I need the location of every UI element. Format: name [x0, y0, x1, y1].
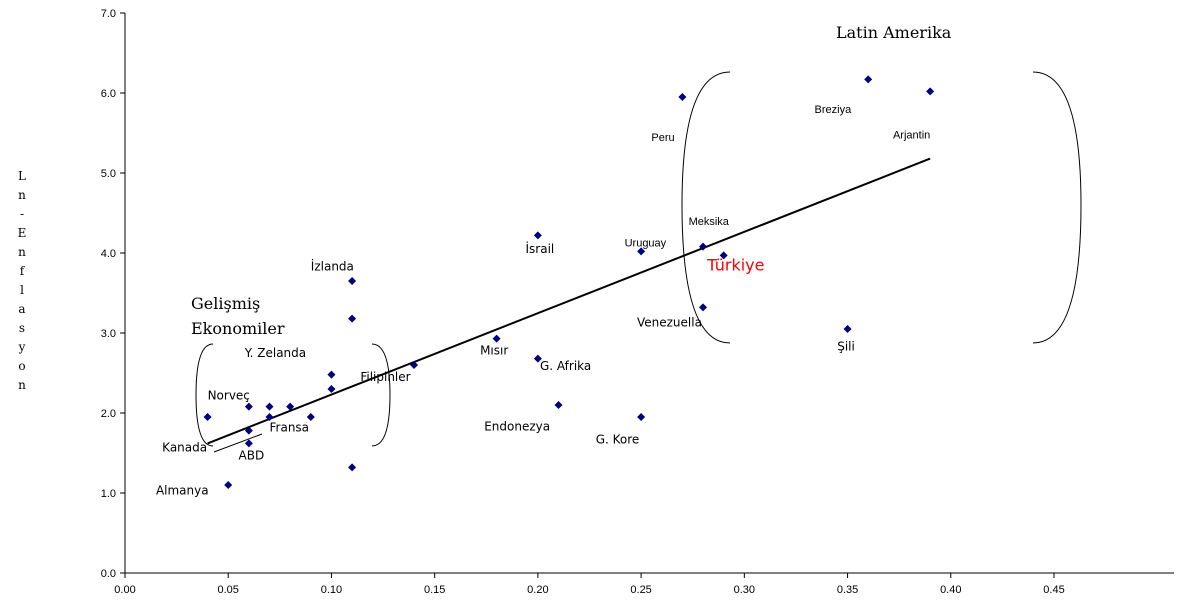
- data-point: [265, 402, 274, 411]
- point-label: Norveç: [208, 388, 250, 402]
- data-point: [719, 251, 728, 260]
- y-tick-label: 6.0: [101, 88, 116, 100]
- data-point: [224, 481, 233, 489]
- point-label: Y. Zelanda: [244, 346, 306, 360]
- developed-bracket-right: [371, 343, 391, 447]
- data-points: [203, 75, 935, 489]
- x-tick-label: 0.05: [218, 584, 239, 596]
- x-tick-label: 0.45: [1043, 584, 1064, 596]
- latin-bracket-right: [1032, 71, 1082, 344]
- data-point: [306, 413, 315, 421]
- x-tick-label: 0.00: [114, 584, 135, 596]
- group-label-developed: Gelişmiş Ekonomiler: [191, 294, 285, 338]
- developed-bracket-left: [195, 343, 214, 447]
- point-label: Peru: [651, 132, 674, 144]
- point-label: G. Afrika: [540, 359, 591, 373]
- latin-bracket-left: [681, 71, 731, 344]
- data-point: [554, 401, 563, 409]
- point-label: Breziya: [815, 104, 853, 116]
- trendline-layer: [207, 157, 931, 445]
- x-tick-label: 0.40: [940, 584, 961, 596]
- data-point: [410, 361, 419, 369]
- y-tick-label: 7.0: [101, 8, 116, 20]
- data-point: [244, 402, 253, 411]
- data-point: [699, 242, 708, 251]
- data-point: [265, 413, 274, 421]
- y-tick-label: 3.0: [101, 328, 116, 340]
- data-point: [699, 303, 708, 312]
- y-tick-label: 5.0: [101, 168, 116, 180]
- point-label: İzlanda: [311, 259, 354, 274]
- x-tick-label: 0.30: [734, 584, 755, 596]
- point-label: Kanada: [162, 440, 207, 454]
- y-tick-label: 1.0: [101, 488, 116, 500]
- x-tick-label: 0.35: [837, 584, 858, 596]
- x-tick-label: 0.10: [321, 584, 342, 596]
- point-labels: Norveç Kanada ABD Almanya Fransa Y. Zelanda İz…: [156, 104, 930, 498]
- data-point: [533, 231, 542, 240]
- point-label: Filipinler: [360, 370, 410, 384]
- data-point: [533, 354, 542, 363]
- data-point: [926, 87, 935, 96]
- data-point: [348, 314, 357, 323]
- data-point: [327, 370, 336, 379]
- point-label: Almanya: [156, 484, 209, 498]
- point-label: Mısır: [480, 344, 508, 358]
- trendline: [207, 157, 931, 445]
- data-point: [244, 439, 253, 448]
- data-point: [678, 93, 687, 101]
- point-label: Venezuella: [637, 316, 702, 330]
- data-point: [637, 247, 646, 256]
- data-point: [203, 413, 212, 421]
- data-point: [492, 334, 501, 343]
- point-label: Endonezya: [484, 420, 550, 434]
- x-tick-label: 0.20: [527, 584, 548, 596]
- group-brackets: [195, 71, 1082, 453]
- point-label: Arjantin: [893, 130, 930, 142]
- point-label: ABD: [239, 448, 265, 462]
- point-label: Meksika: [689, 216, 730, 228]
- point-label: Şili: [837, 340, 855, 354]
- data-point: [348, 463, 357, 472]
- data-point: [348, 277, 357, 285]
- point-label: Fransa: [270, 420, 310, 434]
- y-tick-label: 2.0: [101, 408, 116, 420]
- data-point: [864, 75, 873, 84]
- point-label: İsrail: [526, 241, 555, 256]
- y-tick-label: 4.0: [101, 248, 116, 260]
- data-point: [843, 325, 852, 333]
- x-tick-label: 0.15: [424, 584, 445, 596]
- kanada-leader-line: [213, 433, 263, 453]
- x-tick-label: 0.25: [630, 584, 651, 596]
- axes: 0.00 0.05 0.10 0.15 0.20 0.25 0.30 0.35 0.40 0.45…: [101, 8, 1174, 596]
- data-point: [637, 413, 646, 421]
- point-label: G. Kore: [596, 432, 640, 446]
- point-label: Türkiye: [706, 256, 764, 275]
- point-label: Uruguay: [625, 238, 667, 250]
- data-point: [286, 402, 295, 411]
- data-point: [244, 426, 253, 435]
- data-point: [327, 385, 336, 393]
- group-label-latin-america: Latin Amerika: [836, 23, 952, 42]
- y-tick-label: 0.0: [101, 568, 116, 580]
